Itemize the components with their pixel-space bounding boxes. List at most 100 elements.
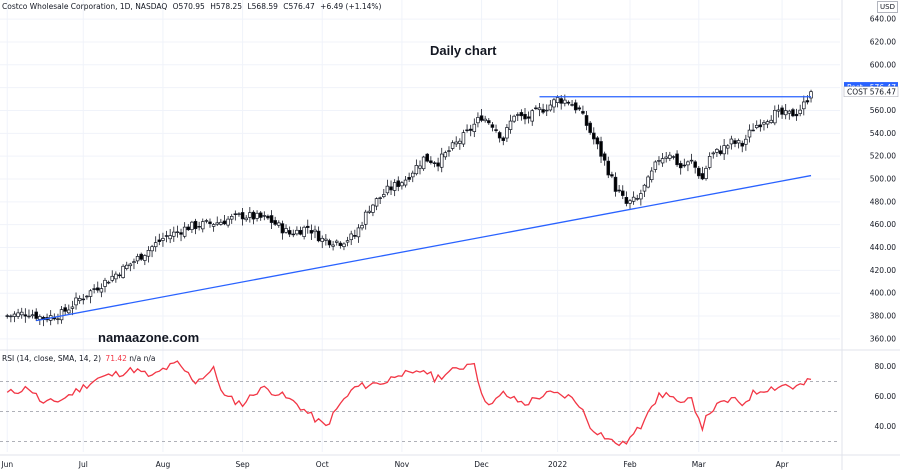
candle-body-down [718,150,723,155]
candle-body-down [733,140,737,144]
candle [429,156,433,165]
symbol-name[interactable]: Costco Wholesale Corporation, 1D, NASDAQ [2,2,168,11]
candle-body-down [592,132,596,140]
candle-body-up [334,240,339,243]
candle-body-down [465,129,469,132]
candle-body-up [226,218,230,226]
candle [639,189,643,206]
candle [356,224,361,243]
rsi-line [6,360,812,447]
candle [754,120,759,130]
candle-body-up [555,97,560,103]
symbol-header: Costco Wholesale Corporation, 1D, NASDAQ… [2,2,385,11]
candle-body-up [150,246,154,252]
currency-button[interactable]: USD [877,1,898,13]
time-tick-label: Dec [474,460,489,469]
candle [686,160,690,172]
time-tick-label: Aug [156,460,171,469]
candle-body-down [805,100,810,103]
candle [704,165,708,181]
candle [606,156,611,179]
candle-body-up [248,212,252,218]
candle-body-up [77,298,82,302]
candle [59,305,64,324]
candle [266,214,270,220]
candle-body-up [418,165,422,169]
time-tick-label: Feb [623,460,637,469]
candle-body-down [523,113,527,120]
candle-body-down [193,220,198,230]
candle-body-down [298,230,303,235]
candle-body-up [320,237,324,242]
candle-body-up [103,279,107,287]
candle-body-up [657,160,661,162]
candle [172,226,176,242]
candle [85,294,89,300]
candle-body-up [128,263,133,267]
candle [269,210,274,229]
candle [700,166,705,181]
candle [483,115,487,123]
candle [106,280,111,285]
candle [99,283,104,298]
candle-body-up [516,114,520,116]
candle [443,150,448,160]
candle-body-up [635,198,639,200]
candle-body-up [505,127,509,139]
candle [729,135,734,150]
candle-body-down [389,186,393,191]
candle-body-up [653,161,658,170]
ohlc-close: C576.47 [283,2,315,11]
time-tick-label: Sep [236,460,250,469]
candle-body-down [291,233,296,236]
candle-body-up [85,295,89,298]
candle [487,118,491,125]
candle-body-down [595,137,600,145]
candle-body-up [711,152,716,155]
candle-body-down [678,163,683,169]
candle-body-down [338,242,343,246]
candle-body-up [668,154,672,159]
candle-body-up [769,119,773,123]
rsi-label[interactable]: RSI (14, close, SMA, 14, 2) [2,354,102,363]
candle-body-up [628,200,632,204]
candle-body-up [38,316,42,320]
candle [675,150,679,167]
candle [251,210,256,225]
candle-body-down [208,221,212,225]
candle-body-up [70,306,75,309]
candle [143,254,147,266]
candle-body-down [179,232,183,235]
candle [411,170,415,183]
price-tick-label: 620.00 [870,37,896,46]
candle-body-up [135,256,140,262]
candle-body-down [751,129,755,132]
candle [63,303,67,315]
candle [780,105,784,119]
candle [309,224,314,240]
candle [559,95,563,110]
candle [671,155,676,160]
candle [751,123,755,132]
candle [280,220,285,240]
price-tick-label: 400.00 [870,289,896,298]
candle [16,308,20,319]
candle [523,108,527,125]
candle-body-down [92,288,96,290]
candle [161,232,165,247]
candle-body-down [429,160,433,164]
price-tick-label: 360.00 [870,334,896,343]
candle-body-up [544,109,549,112]
candle [791,107,795,118]
candle [628,199,632,209]
candle-body-up [237,213,241,215]
candle-body-down [139,253,143,260]
candle [747,124,752,143]
candle [595,136,600,150]
candle-body-up [356,227,361,238]
candle-body-down [693,161,697,168]
candle [534,105,538,110]
candle-body-down [791,109,795,117]
candle-body-up [385,185,390,194]
